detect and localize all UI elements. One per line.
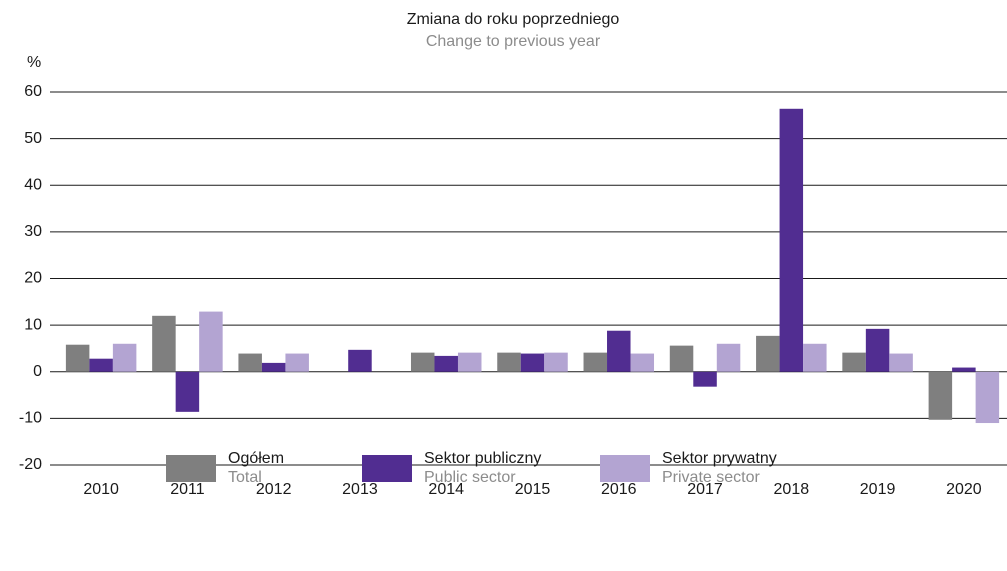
bar <box>199 311 223 372</box>
legend-label: Sektor publiczny <box>424 450 541 467</box>
y-axis-label: % <box>27 54 41 71</box>
y-tick-label: 60 <box>24 83 42 100</box>
bar <box>285 353 309 372</box>
bar <box>842 352 866 372</box>
bar <box>434 355 458 372</box>
y-tick-label: -10 <box>19 410 42 427</box>
legend-label: Ogółem <box>228 450 284 467</box>
bar <box>410 352 435 372</box>
legend-label: Sektor prywatny <box>662 450 777 467</box>
x-tick-label: 2010 <box>83 481 119 498</box>
bar <box>779 108 804 372</box>
y-tick-label: 0 <box>33 363 42 380</box>
bar <box>952 367 976 372</box>
x-tick-label: 2013 <box>342 481 378 498</box>
bar <box>152 315 176 372</box>
legend-sublabel: Total <box>228 469 262 486</box>
legend-sublabel: Public sector <box>424 469 516 486</box>
x-tick-label: 2011 <box>170 481 205 498</box>
y-tick-label: -20 <box>19 456 42 473</box>
bar <box>89 358 113 372</box>
bar <box>583 352 608 372</box>
x-tick-label: 2018 <box>774 481 810 498</box>
bar <box>520 353 545 372</box>
bar <box>348 349 372 372</box>
bar <box>497 352 521 372</box>
bar <box>975 371 1000 424</box>
bar <box>693 371 717 387</box>
x-tick-label: 2019 <box>860 481 896 498</box>
y-tick-label: 40 <box>24 176 42 193</box>
x-tick-label: 2016 <box>601 481 637 498</box>
chart-subtitle: Change to previous year <box>426 33 601 50</box>
bar <box>716 343 741 372</box>
bar <box>457 352 482 372</box>
bar <box>756 335 780 372</box>
bar <box>238 353 262 372</box>
legend-swatch <box>600 455 650 482</box>
bar <box>261 362 286 372</box>
bar <box>669 345 694 372</box>
y-tick-label: 50 <box>24 130 42 147</box>
bar <box>175 371 200 412</box>
bar <box>928 371 953 420</box>
bar <box>544 352 568 372</box>
x-tick-label: 2015 <box>515 481 551 498</box>
bar <box>803 343 827 372</box>
legend-sublabel: Private sector <box>662 469 760 486</box>
legend-swatch <box>166 455 216 482</box>
bar <box>112 343 137 372</box>
bar <box>889 353 913 372</box>
bar <box>865 328 890 372</box>
x-tick-label: 2017 <box>687 481 723 498</box>
x-tick-label: 2020 <box>946 481 982 498</box>
chart-title: Zmiana do roku poprzedniego <box>407 11 620 28</box>
x-tick-label: 2012 <box>256 481 292 498</box>
y-tick-label: 20 <box>24 270 42 287</box>
legend-swatch <box>362 455 412 482</box>
y-tick-label: 30 <box>24 223 42 240</box>
x-tick-label: 2014 <box>428 481 464 498</box>
bar <box>630 353 655 372</box>
y-tick-label: 10 <box>24 316 42 333</box>
bar <box>607 330 631 372</box>
bar <box>65 344 90 372</box>
